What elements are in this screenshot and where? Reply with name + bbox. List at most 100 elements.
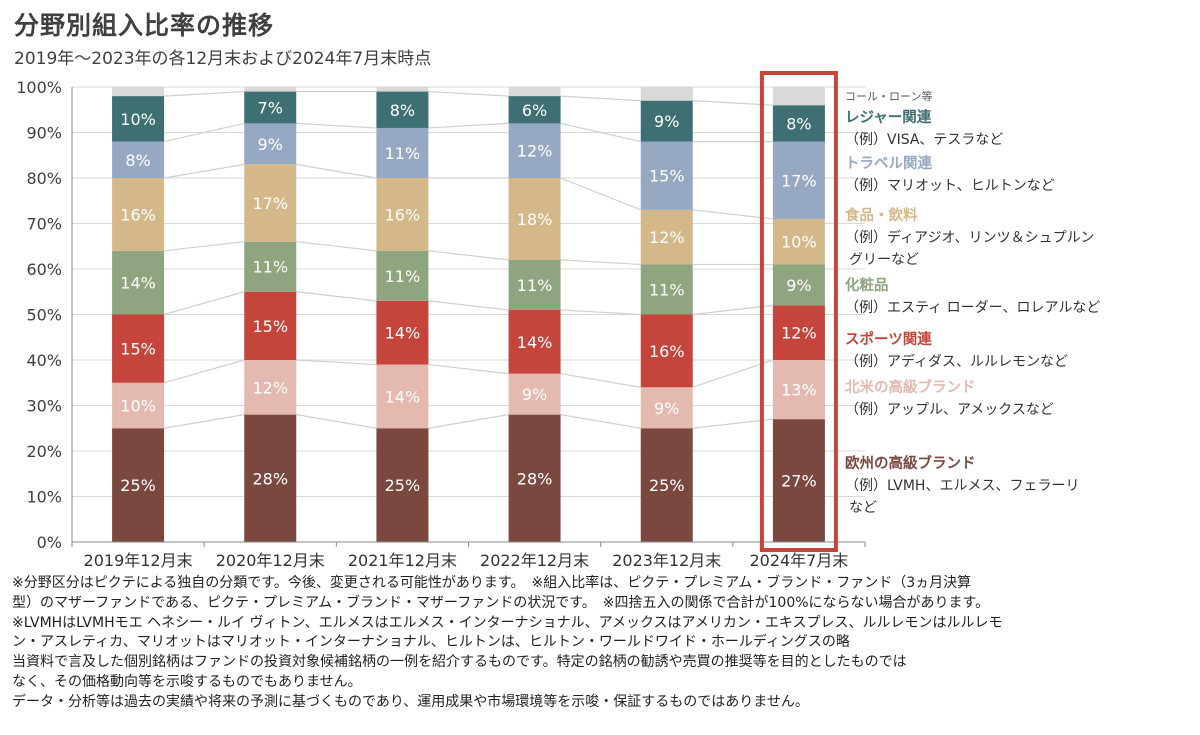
connector-line [164, 241, 245, 252]
connector-line [428, 414, 509, 429]
x-tick-label: 2019年12月末 [84, 551, 193, 570]
y-tick-label: 40% [26, 351, 62, 370]
connector-line [692, 209, 773, 220]
x-tick-label: 2021年12月末 [348, 551, 457, 570]
bar-segment [376, 178, 429, 251]
bar-segment [244, 291, 297, 360]
footnote-line: データ・分析等は過去の実績や将来の予測に基づくものであり、運用成果や市場環境等を… [12, 693, 809, 710]
bar-segment [508, 96, 561, 124]
data-label: 14% [385, 324, 421, 343]
data-label: 28% [252, 469, 288, 488]
data-label: 15% [120, 340, 156, 359]
data-label: 16% [120, 205, 156, 224]
data-label: 9% [786, 276, 811, 295]
legend-item-example: （例）LVMH、エルメス、フェラーリ [845, 478, 1080, 494]
bar-segment [640, 428, 693, 542]
y-tick-label: 20% [26, 442, 62, 461]
connector-line [428, 122, 509, 129]
bar-segment [112, 96, 165, 142]
bar-segment [508, 178, 561, 260]
legend-item-name: トラベル関連 [845, 156, 932, 172]
data-label: 9% [258, 135, 283, 154]
y-tick-label: 90% [26, 124, 62, 143]
highlight-box-2024 [759, 71, 838, 552]
y-axis-ticks: 0% 10% 20% 30% 40% 50% 60% 70% 80% 90% 100% [16, 78, 62, 552]
data-label: 10% [120, 110, 156, 129]
connector-line [163, 122, 245, 143]
bar-segment [508, 259, 561, 310]
y-tick-label: 100% [16, 78, 62, 97]
footnote-line: 当資料で言及した個別銘柄はファンドの投資対象候補銘柄の一例を紹介するものです。特… [12, 654, 907, 671]
bar-segment [376, 428, 429, 542]
data-label: 15% [252, 317, 288, 336]
legend-item-example: （例）エスティ ローダー、ロレアルなど [845, 300, 1101, 316]
legend-item-example: （例）ディアジオ、リンツ＆シュプルン [845, 230, 1095, 246]
connector-line [692, 359, 774, 388]
gridlines [72, 86, 865, 497]
y-tick-label: 0% [37, 533, 62, 552]
legend-item-example: など [849, 500, 877, 516]
data-label: 12% [649, 228, 685, 247]
connector-line [560, 309, 641, 316]
legend-item-name: 北米の高級ブランド [845, 380, 976, 396]
bar-segment [640, 264, 693, 315]
legend-item-example: （例）マリオット、ヒルトンなど [845, 178, 1055, 194]
bar-segment [376, 127, 429, 178]
bar-segment [376, 300, 429, 365]
data-label: 14% [385, 387, 421, 406]
bar-segment [640, 209, 693, 265]
data-label: 9% [522, 385, 547, 404]
footnote-line: ※分野区分はピクテによる独自の分類です。今後、変更される可能性があります。 ※組… [12, 575, 972, 591]
bar-segment [772, 419, 825, 542]
bar-segment [244, 164, 297, 242]
bar-segment [508, 87, 561, 97]
bar-segment [376, 91, 429, 128]
legend-item-example: （例）VISA、テスラなど [845, 132, 1004, 148]
data-label: 27% [781, 472, 817, 491]
y-tick-label: 50% [26, 306, 62, 325]
data-label: 11% [649, 280, 685, 299]
bar-segment [508, 123, 561, 178]
bar-segment [772, 87, 825, 106]
bar-segment [244, 414, 297, 542]
connector-line [560, 95, 641, 102]
x-axis-ticks: 2019年12月末 2020年12月末 2021年12月末 2022年12月末 2023… [84, 551, 849, 570]
legend-item-example: グリーなど [849, 252, 919, 268]
connector-line [296, 122, 377, 129]
data-label: 25% [120, 476, 156, 495]
bar-segment [508, 309, 561, 374]
data-label: 6% [522, 101, 547, 120]
data-label: 12% [517, 142, 553, 161]
axes [71, 87, 866, 547]
bar-segment [772, 264, 825, 306]
bar-segment [376, 364, 429, 429]
data-label: 8% [786, 114, 811, 133]
x-tick-label: 2022年12月末 [480, 551, 589, 570]
data-label: 16% [649, 342, 685, 361]
data-label: 10% [781, 233, 817, 252]
data-label: 8% [390, 101, 415, 120]
bar-segment [376, 250, 429, 301]
bar-segment [772, 305, 825, 360]
connector-line [692, 304, 773, 316]
connector-line [296, 163, 377, 179]
data-label: 10% [120, 397, 156, 416]
connector-line [163, 291, 245, 316]
connector-line [560, 259, 641, 266]
data-label: 14% [517, 333, 553, 352]
footnote-line: ン・アスレティカ、マリオットはマリオット・インターナショナル、ヒルトンは、ヒルト… [12, 634, 850, 651]
y-tick-label: 30% [26, 397, 62, 416]
data-label: 14% [120, 274, 156, 293]
connector-line [163, 359, 245, 384]
bar-segment [772, 141, 825, 219]
data-label: 11% [252, 258, 288, 277]
bar-segment [244, 123, 297, 165]
connector-line [428, 363, 509, 375]
data-label: 17% [252, 194, 288, 213]
bar-segment [244, 91, 297, 124]
legend-item-name: 食品・飲料 [845, 208, 918, 224]
legend-item-example: （例）アディダス、ルルレモンなど [845, 354, 1069, 370]
bar-segment [376, 87, 429, 92]
legend-item-name: スポーツ関連 [845, 332, 932, 348]
connector-line [163, 414, 245, 429]
